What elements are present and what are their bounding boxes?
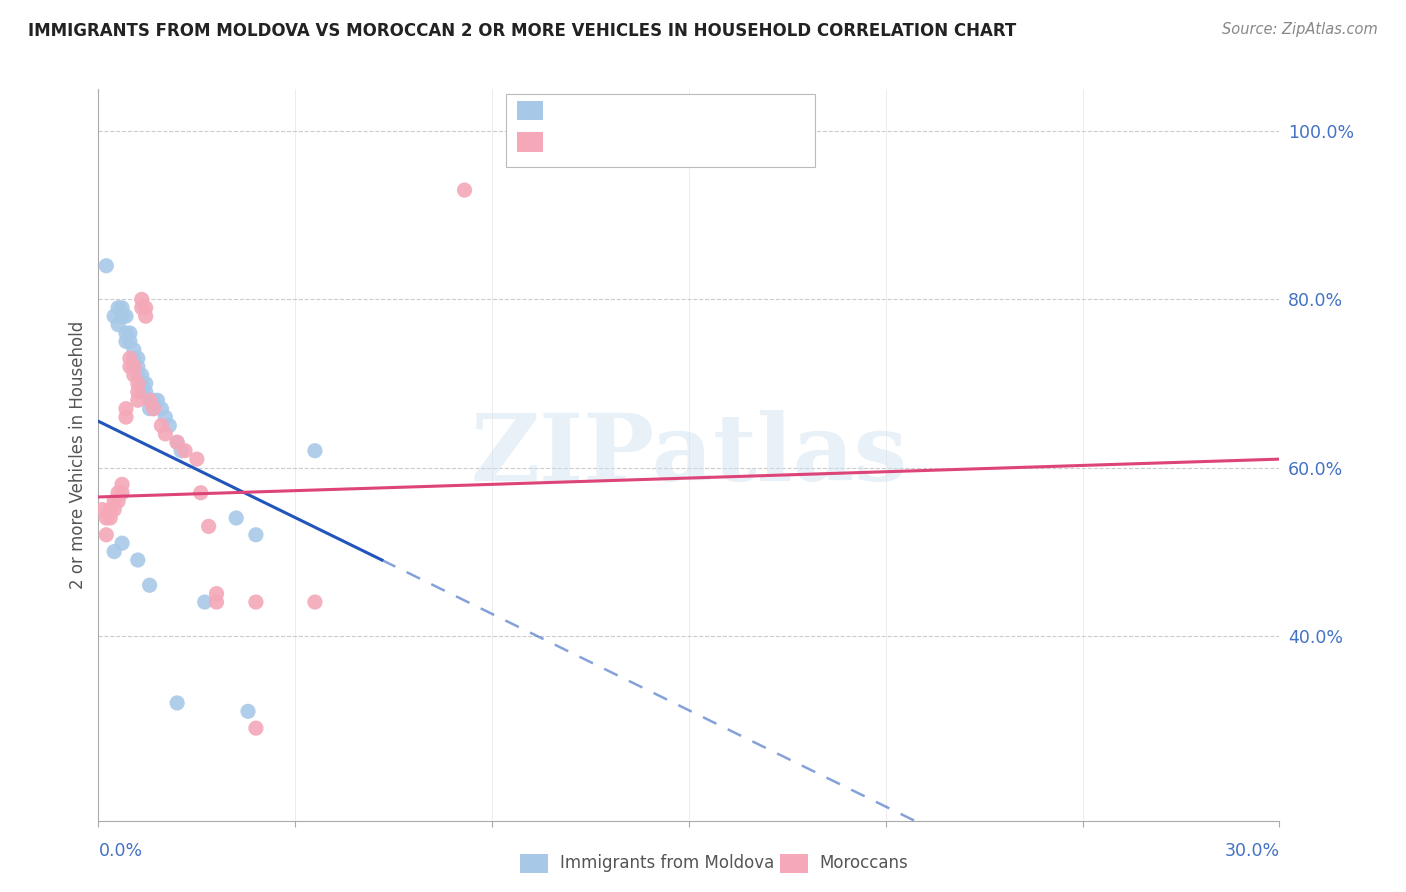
Text: IMMIGRANTS FROM MOLDOVA VS MOROCCAN 2 OR MORE VEHICLES IN HOUSEHOLD CORRELATION : IMMIGRANTS FROM MOLDOVA VS MOROCCAN 2 OR…: [28, 22, 1017, 40]
Point: [107, 318, 129, 332]
Point: [142, 393, 165, 408]
Point: [127, 359, 149, 374]
Point: [166, 435, 188, 450]
Point: [111, 477, 134, 491]
Point: [118, 351, 141, 366]
Point: [142, 401, 165, 416]
Point: [127, 384, 149, 399]
Point: [98, 502, 121, 516]
Point: [103, 309, 125, 323]
Point: [118, 359, 141, 374]
Point: [91, 502, 114, 516]
Point: [225, 511, 247, 525]
Text: 0.043: 0.043: [591, 133, 643, 151]
Point: [150, 401, 173, 416]
Text: N =: N =: [661, 133, 697, 151]
Point: [111, 536, 134, 550]
Point: [127, 376, 149, 391]
Point: [155, 410, 177, 425]
Point: [205, 595, 228, 609]
Point: [96, 511, 118, 525]
Point: [115, 401, 138, 416]
Point: [138, 393, 160, 408]
Text: Immigrants from Moldova: Immigrants from Moldova: [560, 854, 773, 871]
Point: [205, 587, 228, 601]
Point: [157, 418, 180, 433]
Point: [304, 443, 326, 458]
Point: [170, 443, 193, 458]
Point: [150, 418, 173, 433]
Point: [453, 183, 475, 197]
Text: 30.0%: 30.0%: [1225, 842, 1279, 860]
Point: [138, 578, 160, 592]
Text: -0.230: -0.230: [591, 102, 650, 120]
Point: [127, 393, 149, 408]
Point: [142, 401, 165, 416]
Point: [122, 351, 145, 366]
Point: [111, 485, 134, 500]
Point: [155, 426, 177, 441]
Point: [103, 494, 125, 508]
Point: [122, 368, 145, 382]
Point: [245, 528, 267, 542]
Point: [166, 435, 188, 450]
Point: [166, 696, 188, 710]
Text: 39: 39: [696, 133, 720, 151]
Point: [115, 326, 138, 340]
Point: [135, 376, 157, 391]
Point: [96, 528, 118, 542]
Point: [138, 401, 160, 416]
Text: N =: N =: [661, 102, 697, 120]
Text: 0.0%: 0.0%: [98, 842, 142, 860]
Point: [138, 393, 160, 408]
Point: [107, 485, 129, 500]
Point: [115, 309, 138, 323]
Point: [194, 595, 217, 609]
Point: [103, 502, 125, 516]
Point: [135, 384, 157, 399]
Text: Moroccans: Moroccans: [820, 854, 908, 871]
Point: [122, 343, 145, 357]
Point: [131, 301, 153, 315]
Point: [122, 359, 145, 374]
Y-axis label: 2 or more Vehicles in Household: 2 or more Vehicles in Household: [69, 321, 87, 589]
Text: ZIPatlas: ZIPatlas: [471, 410, 907, 500]
Point: [186, 452, 208, 467]
Text: Source: ZipAtlas.com: Source: ZipAtlas.com: [1222, 22, 1378, 37]
Point: [127, 351, 149, 366]
Point: [111, 309, 134, 323]
Point: [174, 443, 197, 458]
Point: [115, 334, 138, 349]
Text: R =: R =: [553, 102, 589, 120]
Point: [131, 384, 153, 399]
Point: [122, 359, 145, 374]
Point: [236, 704, 259, 718]
Point: [103, 544, 125, 558]
Point: [96, 259, 118, 273]
Point: [111, 301, 134, 315]
Point: [135, 301, 157, 315]
Point: [118, 334, 141, 349]
Point: [107, 301, 129, 315]
Point: [245, 595, 267, 609]
Point: [245, 721, 267, 735]
Point: [131, 376, 153, 391]
Point: [190, 485, 212, 500]
Point: [127, 368, 149, 382]
Text: 42: 42: [696, 102, 720, 120]
Point: [131, 293, 153, 307]
Point: [131, 368, 153, 382]
Point: [107, 494, 129, 508]
Point: [98, 511, 121, 525]
Point: [118, 326, 141, 340]
Point: [197, 519, 219, 533]
Text: R =: R =: [553, 133, 589, 151]
Point: [146, 393, 169, 408]
Point: [115, 410, 138, 425]
Point: [135, 309, 157, 323]
Point: [304, 595, 326, 609]
Point: [127, 553, 149, 567]
